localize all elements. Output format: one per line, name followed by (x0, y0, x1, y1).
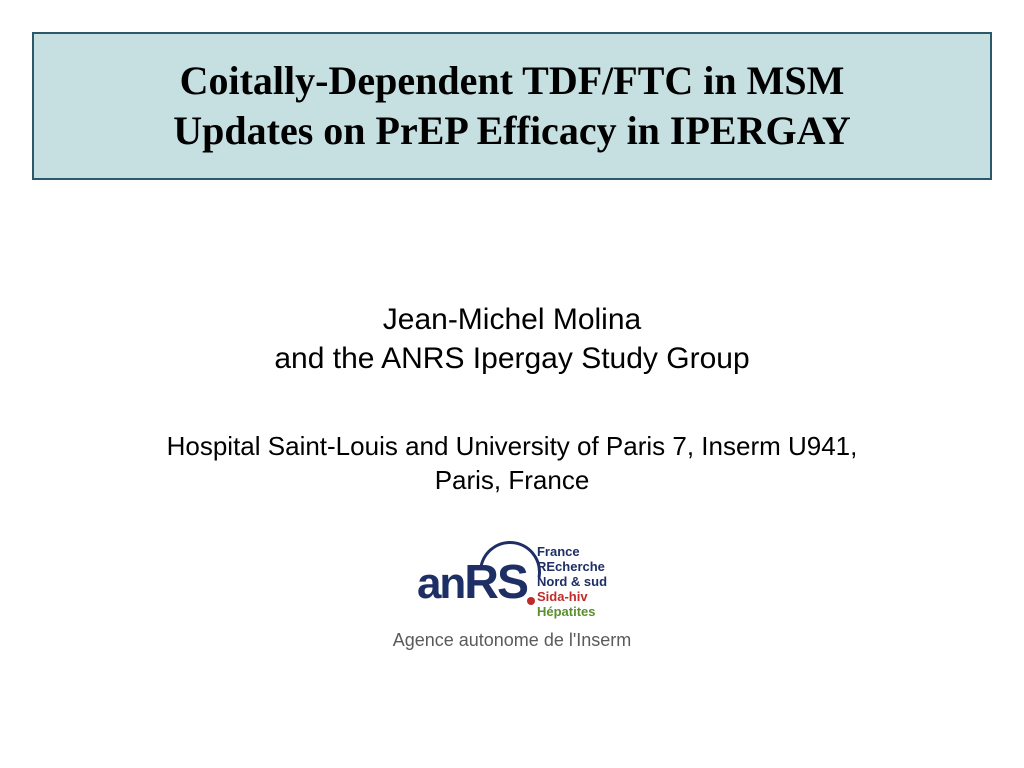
logo-dot-icon (527, 597, 535, 605)
logo-side-line: Hépatites (537, 605, 607, 620)
title-box: Coitally-Dependent TDF/FTC in MSM Update… (32, 32, 992, 180)
anrs-logo: anRS France REcherche Nord & sud Sida-hi… (393, 545, 632, 651)
logo-text-r: R (464, 555, 497, 610)
logo-side-text: France REcherche Nord & sud Sida-hiv Hép… (537, 545, 607, 620)
title-line-2: Updates on PrEP Efficacy in IPERGAY (173, 108, 850, 153)
authors-block: Jean-Michel Molina and the ANRS Ipergay … (0, 300, 1024, 378)
affiliation-line-2: Paris, France (0, 464, 1024, 498)
logo-side-line: REcherche (537, 560, 607, 575)
logo-row: anRS France REcherche Nord & sud Sida-hi… (417, 545, 607, 620)
logo-subtitle: Agence autonome de l'Inserm (393, 630, 632, 651)
logo-side-line: France (537, 545, 607, 560)
affiliation-block: Hospital Saint-Louis and University of P… (0, 430, 1024, 498)
logo-text-an: an (417, 559, 464, 609)
logo-side-line: Nord & sud (537, 575, 607, 590)
author-line-1: Jean-Michel Molina (0, 300, 1024, 339)
logo-side-line: Sida-hiv (537, 590, 607, 605)
title-line-1: Coitally-Dependent TDF/FTC in MSM (180, 58, 845, 103)
slide-title: Coitally-Dependent TDF/FTC in MSM Update… (54, 56, 970, 156)
logo-mark: anRS (417, 547, 527, 617)
affiliation-line-1: Hospital Saint-Louis and University of P… (0, 430, 1024, 464)
author-line-2: and the ANRS Ipergay Study Group (0, 339, 1024, 378)
logo-container: anRS France REcherche Nord & sud Sida-hi… (0, 545, 1024, 651)
